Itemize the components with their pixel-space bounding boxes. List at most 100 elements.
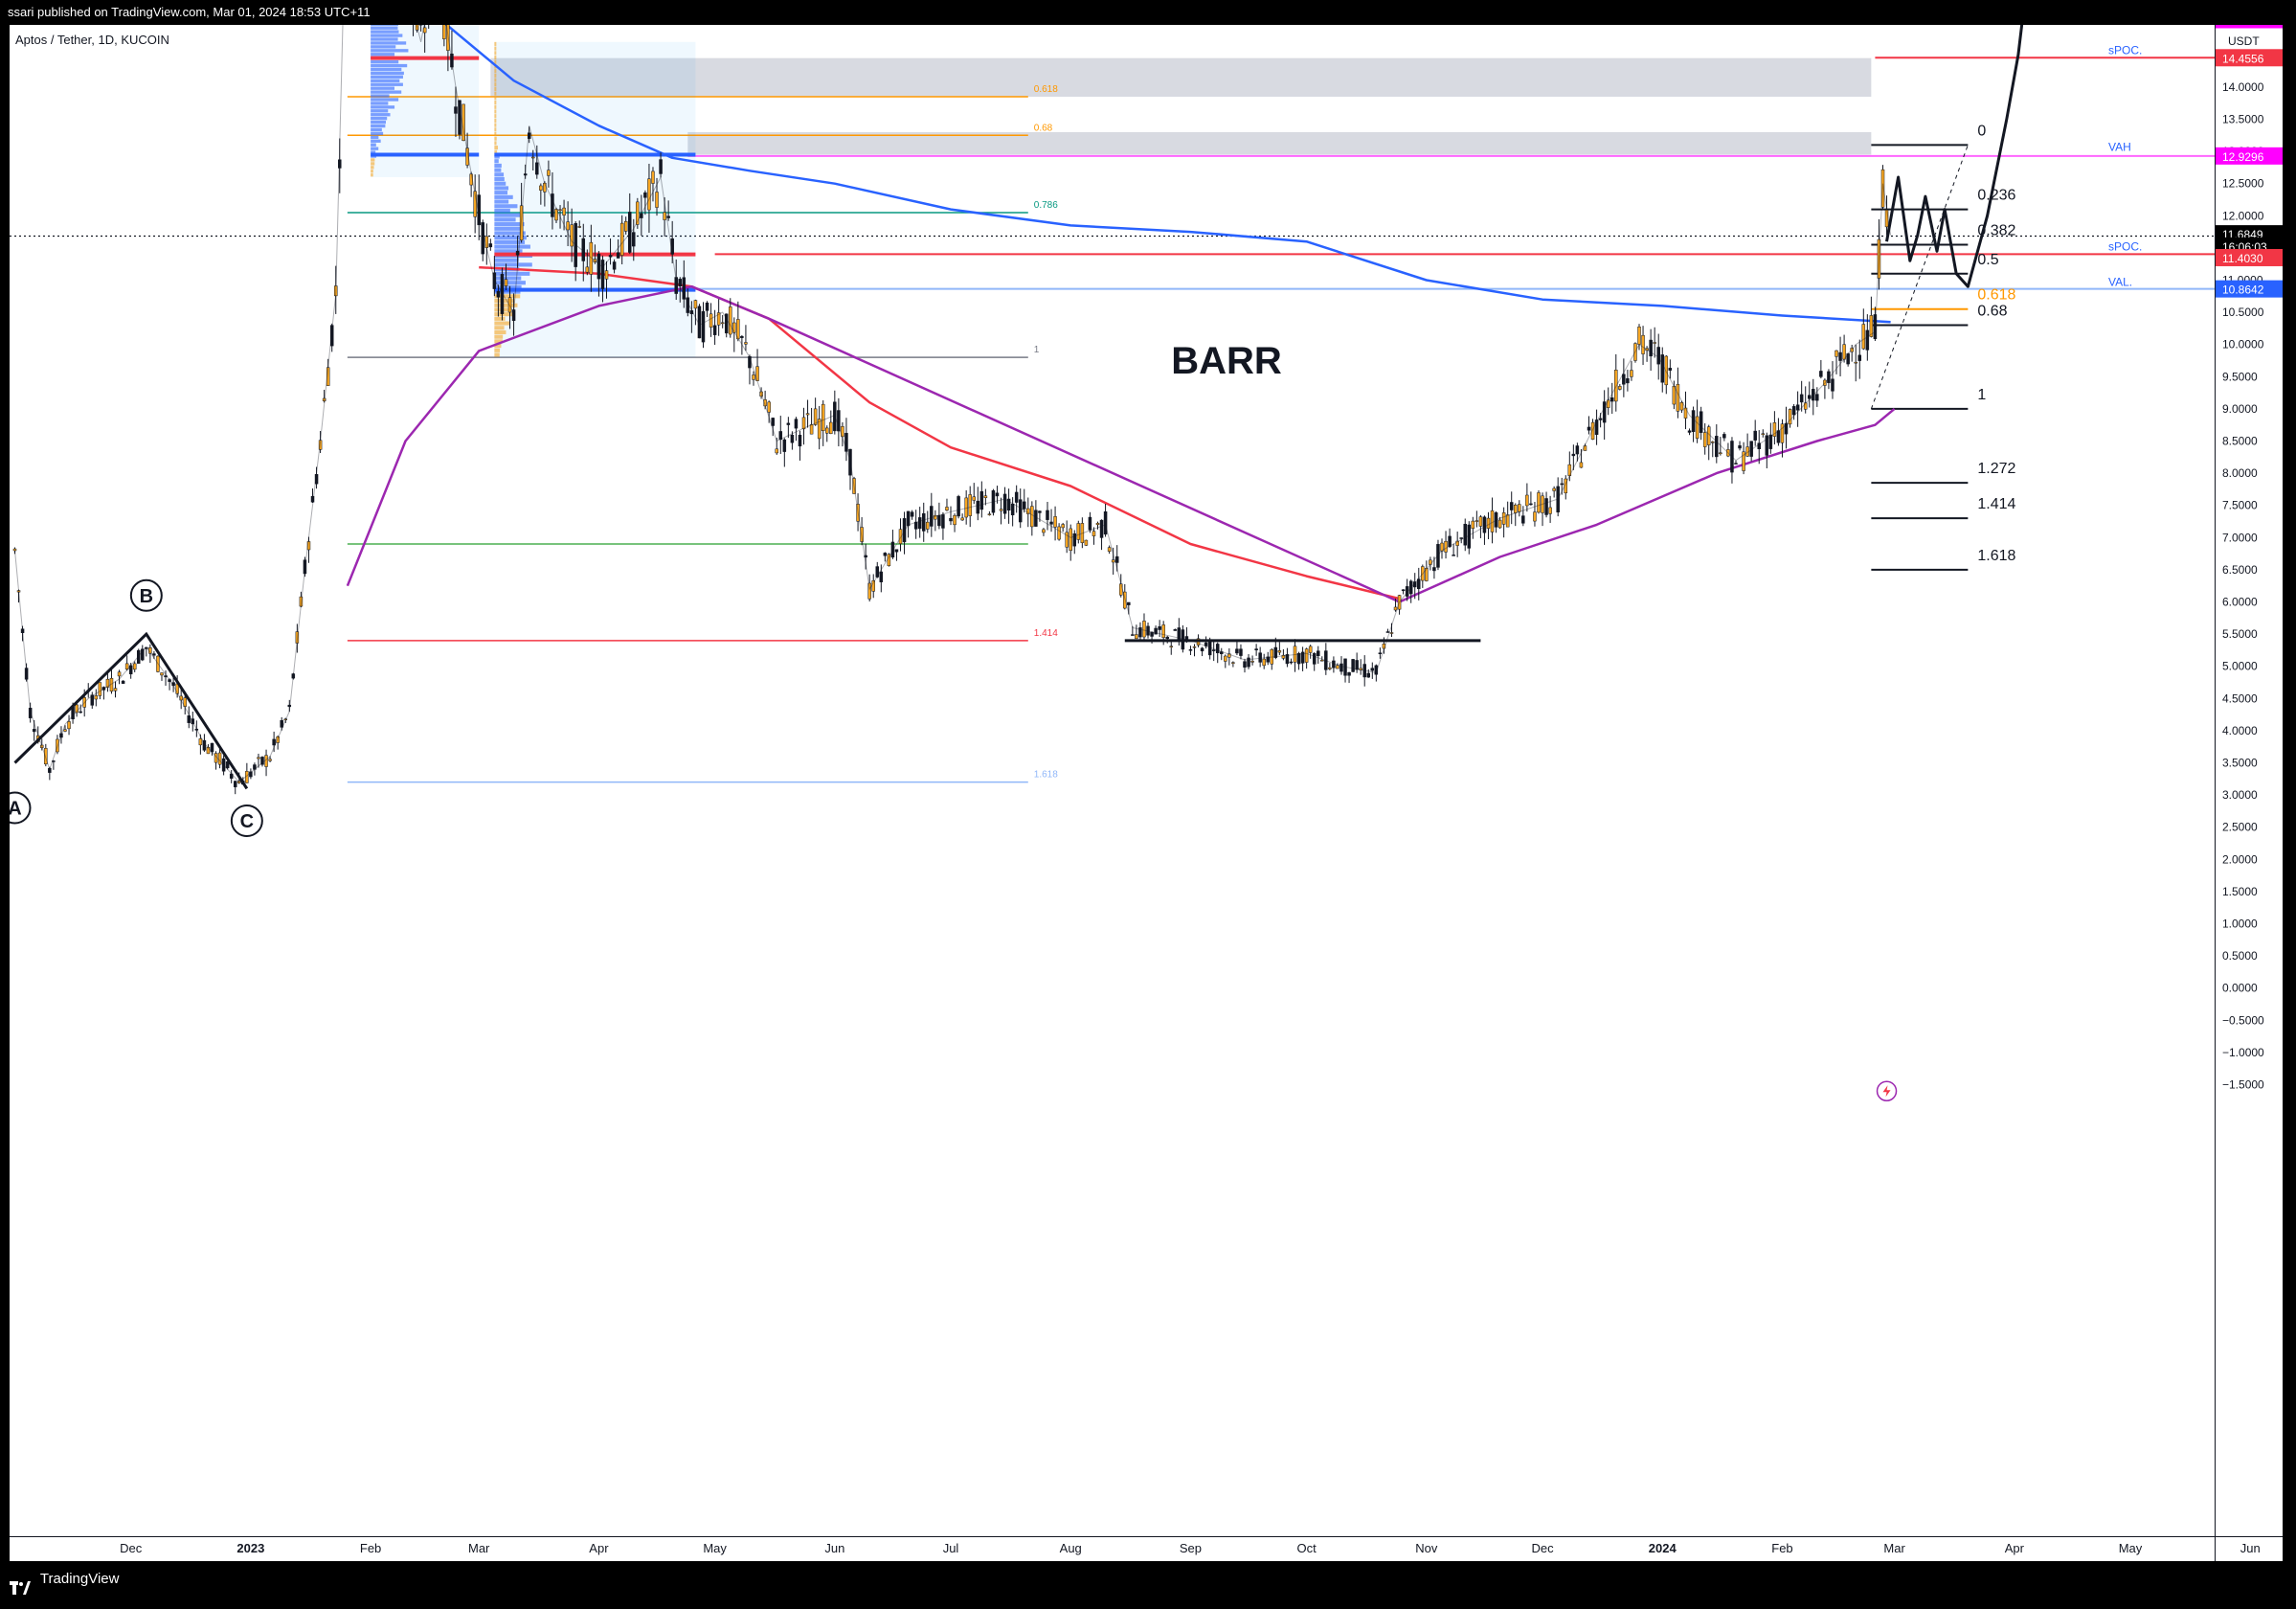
price-badge-label: 12.9296 [2222,150,2264,164]
candle-body [694,301,697,308]
candle-body [945,507,948,510]
candle-body [1696,417,1699,439]
candle-body [1661,354,1664,382]
volume-profile-bar [371,79,399,82]
publish-info: ssari published on TradingView.com, Mar … [0,5,371,19]
candle-body [1862,325,1865,350]
candle-body [578,226,581,227]
volume-profile-bar [494,141,496,145]
candle-body [1390,633,1393,634]
candle-body [1587,427,1590,430]
candle-body [613,261,616,269]
candle-body [950,518,953,521]
x-tick-label: Feb [1771,1541,1792,1555]
candle-body [1379,653,1382,654]
candle-body [99,683,101,696]
volume-profile-bar [494,186,508,190]
candle-body [563,208,566,215]
candle-body [895,550,898,553]
y-tick-label: 7.5000 [2222,499,2258,512]
candle-body [133,664,136,669]
volume-profile-bar [371,27,397,30]
candle-body [1011,504,1014,515]
wave-label-text: A [10,799,22,820]
candle-body [1402,590,1405,591]
volume-profile-bar [494,56,496,59]
candle-body [911,512,913,517]
volume-profile-bar [494,127,496,131]
volume-profile-bar [494,109,496,113]
candle-body [825,428,828,433]
candle-body [152,654,155,656]
candle-body [783,440,786,452]
volume-profile-bar [371,25,398,26]
candle-body [1115,556,1118,562]
candle-body [1251,661,1254,662]
candle-body [1777,431,1780,443]
candle-body [957,496,960,516]
volume-profile-bar [371,45,395,48]
profile-level-label: sPOC. [2108,240,2142,254]
candle-body [1278,650,1281,652]
y-tick-label: 3.0000 [2222,788,2258,802]
candle-body [505,280,507,286]
candle-body [1100,520,1103,537]
candle-body [1417,579,1420,589]
candle-body [954,515,957,525]
candle-body [977,501,979,513]
candle-body [1092,532,1095,536]
y-tick-label: 7.0000 [2222,531,2258,544]
candle-body [1525,495,1528,506]
candle-body [122,681,124,684]
y-tick-label: 0.0000 [2222,982,2258,995]
volume-profile-bar [494,191,507,194]
volume-profile-bar [371,98,398,101]
x-tick-label: Sep [1180,1541,1202,1555]
candle-body [1518,505,1520,512]
candle-body [114,689,117,691]
volume-profile-bar [494,281,526,284]
volume-profile-bar [494,227,521,231]
candle-body [1545,498,1548,514]
candle-body [1189,649,1192,650]
volume-profile-bar [494,240,525,244]
x-tick-label: May [2119,1541,2143,1555]
x-tick-label: Mar [468,1541,490,1555]
candle-body [729,306,732,334]
candle-body [234,782,236,787]
y-tick-label: 12.5000 [2222,177,2264,191]
candle-body [1042,530,1045,533]
volume-profile-bar [371,162,374,165]
candle-body [218,753,221,764]
candle-body [930,507,933,527]
currency-label: USDT [2228,34,2260,48]
candle-body [597,254,600,279]
fib-level-label: 0.618 [1977,287,2015,304]
candle-body [1464,524,1467,545]
candle-body [269,759,272,761]
volume-profile-bar [371,136,378,139]
y-tick-label: 1.0000 [2222,918,2258,931]
candle-body [1475,521,1478,522]
candle-body [199,738,202,744]
volume-profile-bar [371,109,388,112]
candle-body [1722,434,1725,438]
y-tick-label: 4.5000 [2222,691,2258,705]
candle-body [1077,524,1080,540]
candle-body [1263,659,1266,666]
volume-profile-bar [494,47,496,51]
candle-body [1239,649,1242,656]
candle-body [1244,662,1247,668]
volume-profile-bar [371,105,394,108]
volume-profile-bar [371,37,397,40]
candle-body [1112,560,1114,562]
candle-body [664,213,666,220]
publish-header: ssari published on TradingView.com, Mar … [0,0,2296,25]
candle-body [868,583,871,599]
resistance-zone [490,58,1871,97]
y-tick-label: −1.5000 [2222,1078,2264,1092]
candle-body [1062,525,1065,528]
candle-body [1703,433,1706,447]
